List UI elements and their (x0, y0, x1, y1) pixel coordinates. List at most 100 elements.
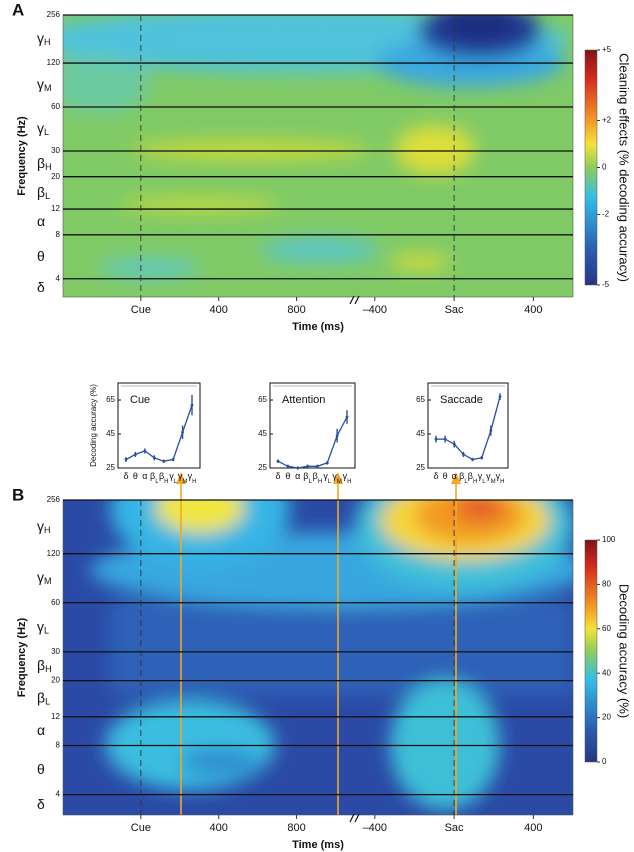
y-tick-label: 256 (47, 495, 61, 504)
band-label-sub: M (44, 577, 52, 587)
band-label-symbol: γ (37, 76, 44, 92)
y-tick-label: 45 (416, 429, 425, 438)
x-tick-label-symbol: γ (496, 471, 501, 481)
point (181, 430, 184, 434)
y-axis-label: Frequency (Hz) (16, 116, 28, 196)
inset-frame (269, 382, 356, 469)
band-label-symbol: γ (37, 618, 44, 634)
x-tick-label: γH (343, 471, 352, 484)
x-tick-label-symbol: α (452, 471, 457, 481)
y-tick-label: 256 (47, 10, 61, 19)
x-tick-label: θ (443, 471, 448, 481)
point (143, 449, 147, 453)
y-tick-label: 25 (106, 463, 115, 472)
band-label: βL (37, 689, 50, 707)
y-tick-label: 25 (416, 463, 425, 472)
x-tick-label: α (142, 471, 147, 481)
x-tick-label: δ (123, 471, 128, 481)
band-label-sub: H (44, 37, 51, 47)
inset-frame (427, 382, 509, 469)
point (498, 395, 502, 398)
x-tick-label-symbol: γ (486, 471, 491, 481)
x-tick-label-symbol: β (159, 471, 164, 481)
colorbar-tick-label: 0 (602, 163, 607, 172)
panel-label: A (12, 0, 24, 19)
x-tick-label-symbol: γ (323, 471, 328, 481)
y-tick-label: 60 (51, 598, 60, 607)
x-tick-label: βH (313, 471, 323, 484)
x-tick-label-symbol: γ (178, 471, 183, 481)
x-tick-label-sub: H (347, 479, 351, 485)
x-tick-label-symbol: α (295, 471, 300, 481)
y-tick-label: 65 (416, 395, 425, 404)
x-tick-label: Cue (131, 304, 151, 316)
colorbar-tick-label: -5 (602, 280, 610, 289)
x-axis-label: Time (ms) (292, 321, 344, 333)
x-tick-label: γH (188, 471, 197, 484)
colorbar (584, 539, 598, 763)
arrows (176, 472, 461, 815)
x-tick-label-symbol: γ (343, 471, 348, 481)
point (316, 464, 319, 468)
x-tick-label-symbol: α (142, 471, 147, 481)
x-tick-label: 400 (524, 822, 542, 834)
x-tick-label: –400 (363, 304, 387, 316)
x-tick-label: γH (496, 471, 505, 484)
x-tick-label-sub: H (164, 479, 168, 485)
y-axis-label: Decoding accuracy (%) (89, 384, 98, 467)
band-label: α (37, 213, 45, 229)
x-tick-label: γL (323, 471, 332, 484)
colorbar-tick-label: 60 (602, 624, 611, 633)
band-label-sub: L (45, 697, 50, 707)
x-tick-label: 800 (287, 822, 305, 834)
x-tick-label-symbol: β (313, 471, 318, 481)
x-tick-label: βH (159, 471, 169, 484)
colorbar-tick-label: 100 (602, 535, 616, 544)
band-label-symbol: α (37, 722, 45, 738)
band-label-sub: L (44, 127, 49, 137)
axis-break (349, 813, 355, 823)
x-tick-label-sub: M (491, 479, 496, 485)
x-tick-label-symbol: δ (123, 471, 128, 481)
band-label-sub: L (44, 626, 49, 636)
x-tick-label: δ (275, 471, 280, 481)
y-axis-label: Frequency (Hz) (16, 617, 28, 697)
colorbar-tick-label: 0 (602, 757, 607, 766)
x-tick-label-sub: L (308, 479, 312, 485)
colorbar (584, 49, 598, 286)
y-tick-label: 30 (51, 146, 60, 155)
point (286, 464, 290, 468)
band-label: α (37, 722, 45, 738)
point (171, 458, 175, 461)
x-tick-label: γM (332, 471, 342, 484)
y-tick-label: 30 (51, 647, 60, 656)
x-tick-label-symbol: β (303, 471, 308, 481)
band-label-symbol: δ (37, 796, 45, 812)
axis-break (354, 295, 360, 305)
point (162, 459, 166, 463)
point (306, 464, 309, 468)
x-tick-label-symbol: δ (433, 471, 438, 481)
x-tick-label: γM (486, 471, 496, 484)
series-line (277, 416, 348, 469)
x-tick-label: βL (150, 471, 159, 484)
x-tick-label: α (295, 471, 300, 481)
x-tick-label: 400 (524, 304, 542, 316)
arrow-head (176, 472, 186, 484)
point (325, 461, 329, 465)
x-tick-label-sub: M (337, 479, 342, 485)
x-tick-label-sub: M (182, 479, 187, 485)
band-label-symbol: γ (37, 30, 44, 46)
band-label: γM (37, 569, 52, 587)
band-label-sub: H (44, 525, 51, 535)
colorbar-tick-label: -2 (602, 210, 610, 219)
band-label: γH (37, 30, 51, 48)
colorbar-label: Cleaning effects (% decoding accuracy) (617, 53, 632, 282)
band-label: δ (37, 796, 45, 812)
band-label-sub: H (45, 665, 52, 675)
x-tick-label-symbol: θ (443, 471, 448, 481)
band-label-symbol: θ (37, 247, 45, 263)
y-tick-label: 8 (56, 741, 61, 750)
band-label-symbol: β (37, 657, 45, 673)
